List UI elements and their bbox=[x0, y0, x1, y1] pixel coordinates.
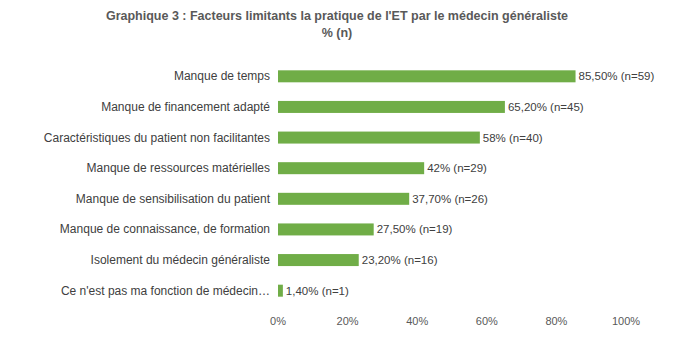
tick-label: 20% bbox=[337, 315, 359, 327]
category-label: Ce n'est pas ma fonction de médecin… bbox=[61, 284, 270, 298]
category-label: Manque de connaissance, de formation bbox=[60, 222, 270, 236]
category-label: Caractéristiques du patient non facilita… bbox=[44, 131, 270, 145]
data-label: 58% (n=40) bbox=[483, 132, 543, 144]
tick-label: 80% bbox=[545, 315, 567, 327]
category-label: Manque de ressources matérielles bbox=[87, 161, 270, 175]
tick-label: 100% bbox=[612, 315, 640, 327]
category-label: Manque de financement adapté bbox=[101, 100, 270, 114]
bar bbox=[278, 162, 424, 174]
bar bbox=[278, 101, 505, 113]
subtitle: % (n) bbox=[322, 26, 353, 40]
category-label: Manque de temps bbox=[174, 69, 270, 83]
title: Graphique 3 : Facteurs limitants la prat… bbox=[106, 9, 568, 23]
data-label: 1,40% (n=1) bbox=[286, 285, 349, 297]
tick-label: 60% bbox=[476, 315, 498, 327]
tick-label: 40% bbox=[406, 315, 428, 327]
bar bbox=[278, 223, 374, 235]
data-label: 42% (n=29) bbox=[427, 162, 487, 174]
bar bbox=[278, 285, 283, 297]
data-label: 65,20% (n=45) bbox=[508, 101, 584, 113]
bar bbox=[278, 70, 576, 82]
data-label: 37,70% (n=26) bbox=[412, 193, 488, 205]
category-label: Isolement du médecin généraliste bbox=[91, 253, 271, 267]
data-label: 23,20% (n=16) bbox=[362, 254, 438, 266]
bar bbox=[278, 193, 409, 205]
data-label: 27,50% (n=19) bbox=[377, 223, 453, 235]
category-label: Manque de sensibilisation du patient bbox=[76, 192, 271, 206]
data-label: 85,50% (n=59) bbox=[579, 70, 655, 82]
tick-label: 0% bbox=[270, 315, 286, 327]
bar bbox=[278, 254, 359, 266]
chart: Graphique 3 : Facteurs limitants la prat… bbox=[0, 0, 674, 337]
bar bbox=[278, 132, 480, 144]
